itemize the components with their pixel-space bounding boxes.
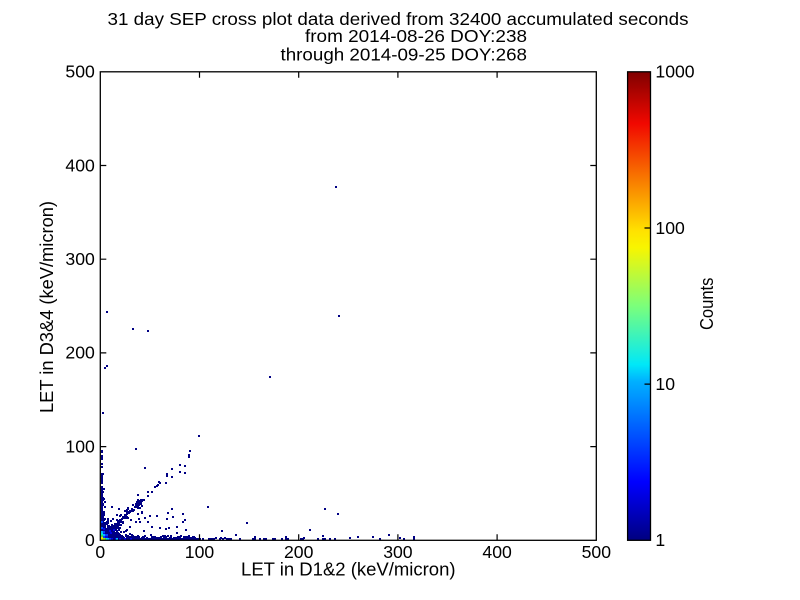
svg-text:0: 0 [85,530,95,550]
svg-text:200: 200 [65,343,95,363]
svg-text:100: 100 [65,436,95,456]
svg-text:300: 300 [383,542,413,562]
svg-text:1: 1 [655,530,665,550]
svg-text:500: 500 [582,542,612,562]
svg-text:10: 10 [655,374,675,394]
svg-text:0: 0 [95,542,105,562]
svg-text:200: 200 [284,542,314,562]
svg-text:1000: 1000 [655,62,694,82]
svg-text:100: 100 [185,542,215,562]
svg-text:400: 400 [65,155,95,175]
svg-text:LET in D1&2 (keV/micron): LET in D1&2 (keV/micron) [241,559,456,580]
svg-text:100: 100 [655,218,685,238]
svg-text:Counts: Counts [696,278,717,331]
svg-text:through 2014-09-25 DOY:268: through 2014-09-25 DOY:268 [281,44,528,64]
svg-text:300: 300 [65,249,95,269]
svg-text:400: 400 [482,542,512,562]
svg-text:LET in D3&4 (keV/micron): LET in D3&4 (keV/micron) [36,201,57,413]
svg-text:31 day SEP cross plot data der: 31 day SEP cross plot data derived from … [108,9,689,29]
svg-text:from 2014-08-26 DOY:238: from 2014-08-26 DOY:238 [305,26,527,46]
svg-text:500: 500 [65,62,95,82]
